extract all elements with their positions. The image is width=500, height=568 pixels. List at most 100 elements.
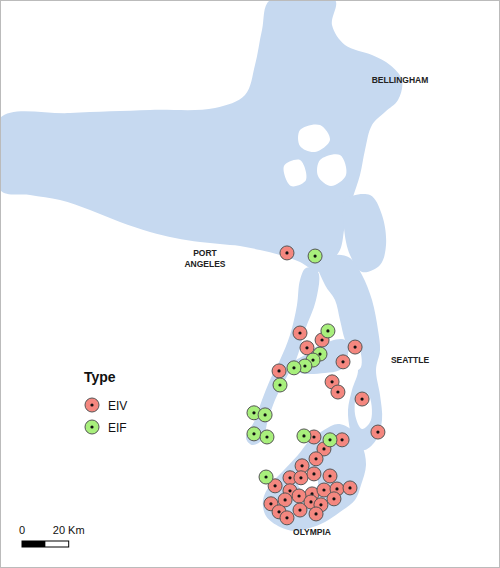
point: [287, 361, 301, 375]
point: [336, 355, 350, 369]
point-center: [353, 345, 356, 348]
point-center: [285, 251, 288, 254]
point-center: [278, 383, 281, 386]
legend: Type EIV EIF: [84, 369, 127, 435]
island: [355, 392, 372, 429]
point-center: [297, 494, 300, 497]
point-center: [322, 488, 325, 491]
place-label: SEATTLE: [391, 355, 429, 365]
point-center: [277, 369, 280, 372]
water: [246, 268, 319, 445]
legend-title: Type: [84, 369, 116, 385]
point: [294, 471, 308, 485]
legend-marker: [85, 398, 99, 412]
legend-label: EIV: [108, 399, 127, 413]
legend-marker-center: [90, 425, 93, 428]
point: [297, 429, 311, 443]
point-center: [252, 411, 255, 414]
point-center: [300, 464, 303, 467]
scale-bar-label: 20 Km: [53, 524, 85, 536]
point: [348, 340, 362, 354]
point-center: [302, 434, 305, 437]
point-center: [336, 390, 339, 393]
legend-marker: [85, 420, 99, 434]
point-center: [319, 503, 322, 506]
point: [260, 430, 274, 444]
island: [284, 160, 307, 187]
point: [327, 492, 341, 506]
point: [343, 481, 357, 495]
point-center: [263, 413, 266, 416]
point-center: [252, 432, 255, 435]
point-center: [314, 512, 317, 515]
point: [309, 452, 323, 466]
point: [293, 503, 307, 517]
point-center: [312, 472, 315, 475]
point-center: [328, 474, 331, 477]
point: [323, 469, 337, 483]
point: [323, 433, 337, 447]
point-center: [318, 352, 321, 355]
point-center: [292, 366, 295, 369]
points: [247, 246, 385, 525]
legend-marker-center: [90, 403, 93, 406]
point: [280, 246, 294, 260]
point-center: [348, 486, 351, 489]
point-center: [312, 435, 315, 438]
point-center: [328, 438, 331, 441]
point: [280, 511, 294, 525]
place-labels: BELLINGHAM PORTANGELES SEATTLE OLYMPIA: [184, 75, 429, 537]
point: [247, 427, 261, 441]
point: [309, 507, 323, 521]
point-center: [320, 338, 323, 341]
point-center: [330, 380, 333, 383]
point-center: [288, 489, 291, 492]
water: [263, 424, 366, 531]
point-center: [313, 254, 316, 257]
point: [308, 249, 322, 263]
point-center: [277, 510, 280, 513]
place-label: PORTANGELES: [184, 248, 225, 269]
point: [258, 408, 272, 422]
point-center: [265, 435, 268, 438]
point-center: [335, 487, 338, 490]
point: [331, 385, 345, 399]
water: [0, 0, 402, 272]
point-center: [309, 500, 312, 503]
point-center: [341, 360, 344, 363]
scale-bar-frame: [22, 541, 69, 547]
point-center: [298, 331, 301, 334]
point: [355, 392, 369, 406]
point-center: [326, 329, 329, 332]
point: [321, 324, 335, 338]
point-center: [269, 502, 272, 505]
point-center: [311, 358, 314, 361]
legend-label: EIF: [108, 421, 127, 435]
water-layer: [0, 0, 402, 531]
point: [307, 467, 321, 481]
island: [298, 124, 330, 152]
scale-bar: 0 20 Km: [19, 524, 85, 547]
map-frame: [1, 1, 500, 568]
point-center: [283, 498, 286, 501]
point-center: [273, 484, 276, 487]
point: [371, 425, 385, 439]
scale-bar-label: 0: [19, 524, 25, 536]
point-center: [288, 476, 291, 479]
point-center: [298, 508, 301, 511]
point-center: [305, 346, 308, 349]
point-center: [322, 447, 325, 450]
point-center: [376, 430, 379, 433]
point-center: [314, 457, 317, 460]
map: BELLINGHAM PORTANGELES SEATTLE OLYMPIA Type E…: [0, 0, 500, 568]
point: [272, 364, 286, 378]
point-center: [332, 497, 335, 500]
place-label: OLYMPIA: [293, 527, 331, 537]
island: [317, 154, 346, 186]
point: [273, 378, 287, 392]
point-center: [299, 476, 302, 479]
point-center: [264, 475, 267, 478]
point-center: [303, 364, 306, 367]
place-label: BELLINGHAM: [372, 75, 429, 85]
point: [293, 326, 307, 340]
